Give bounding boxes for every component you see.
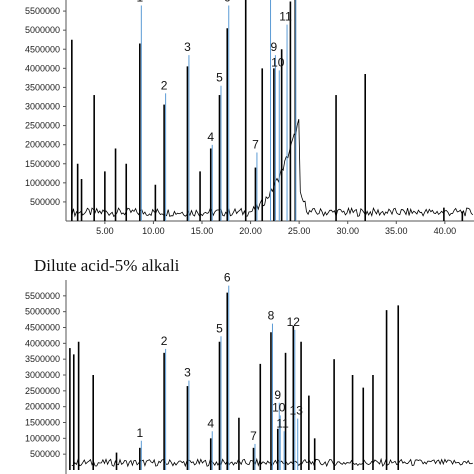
y-tick-label: 2500000 [25,121,60,131]
y-tick-label: 5500000 [25,291,60,301]
peak-number-label: 10 [271,55,285,69]
baseline-trace [71,119,474,218]
y-tick-label: 1000000 [25,433,60,443]
peak-number-label: 8 [268,309,275,323]
peak-number-label: 4 [207,416,214,430]
chromatogram-top-panel: 500000 1000000 1500000 2000000 2500000 300000… [25,0,474,236]
y-tick-label: 2500000 [25,386,60,396]
peak-number-label: 11 [279,10,292,24]
peak-number-label: 9 [274,388,281,402]
y-tick-label: 3000000 [25,102,60,112]
peak-number-label: 2 [161,334,168,348]
y-tick-label: 3000000 [25,370,60,380]
peak-number-label: 12 [287,315,301,329]
y-tick-label: 1500000 [25,159,60,169]
peak-number-label: 3 [184,366,191,380]
peak-number-label: 5 [216,71,223,85]
y-tick-label: 2000000 [25,402,60,412]
x-tick-label: 15.00 [191,226,214,236]
y-tick-label: 5500000 [25,6,60,16]
peak-number-label: 9 [271,40,278,54]
y-tick-label: 3500000 [25,354,60,364]
peak-number-label: 7 [252,137,259,151]
peak-number-label: 3 [184,40,191,54]
x-tick-label: 5.00 [96,226,114,236]
bottom-panel-title: Dilute acid-5% alkali [34,256,180,275]
x-tick-label: 20.00 [239,226,262,236]
y-tick-label: 3500000 [25,82,60,92]
y-tick-label: 500000 [30,449,60,459]
y-tick-label: 2000000 [25,140,60,150]
top-plot-area: 500000 1000000 1500000 2000000 2500000 300000… [25,0,474,236]
x-tick-label: 25.00 [288,226,311,236]
peak-number-label: 7 [250,429,257,443]
y-tick-label: 4000000 [25,338,60,348]
peak-number-label: 6 [224,0,231,5]
peak-number-label: 5 [216,321,223,335]
y-tick-label: 4000000 [25,63,60,73]
peak-number-label: 6 [224,271,231,285]
x-tick-label: 30.00 [336,226,359,236]
x-tick-label: 40.00 [434,226,457,236]
y-tick-label: 5000000 [25,307,60,317]
peak-number-label: 11 [276,416,289,430]
peak-number-label: 2 [161,78,168,92]
y-tick-label: 1000000 [25,178,60,188]
chromatogram-bottom-panel: 500000 1000000 1500000 2000000 2500000 300000… [25,271,473,474]
peak-number-label: 13 [290,404,304,418]
y-tick-label: 4500000 [25,44,60,54]
y-tick-label: 1500000 [25,418,60,428]
peak-number-label: 1 [136,426,143,440]
y-tick-label: 4500000 [25,323,60,333]
y-tick-label: 5000000 [25,25,60,35]
x-tick-label: 10.00 [142,226,165,236]
x-tick-label: 35.00 [385,226,408,236]
peak-number-label: 10 [272,400,286,414]
bottom-plot-area: 500000 1000000 1500000 2000000 2500000 300000… [25,271,473,474]
y-tick-label: 500000 [30,197,60,207]
peak-number-label: 1 [136,0,143,5]
peak-number-label: 4 [207,130,214,144]
